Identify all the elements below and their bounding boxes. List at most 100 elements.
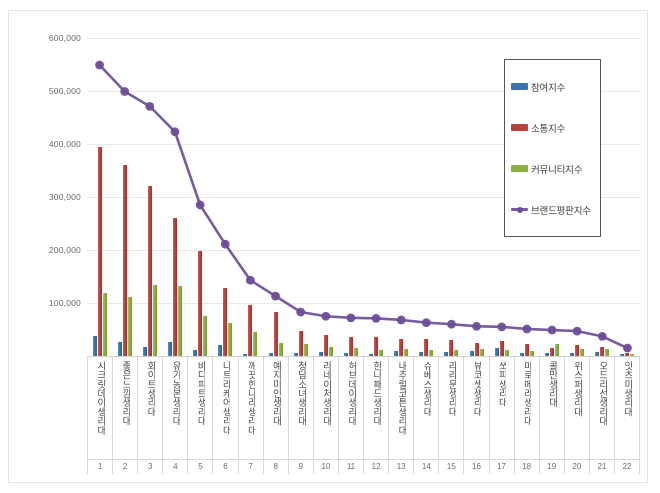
bar-group	[439, 38, 464, 356]
legend-item[interactable]: 커뮤니티지수	[511, 160, 600, 178]
x-axis-category: 슈베스생리대 14	[414, 357, 440, 474]
x-axis-category: 깨끗한나라생리대 7	[238, 357, 264, 474]
bar-group	[263, 38, 288, 356]
x-axis-label: 나트라케어생리대	[220, 361, 231, 435]
y-axis-tick-label: 100,000	[48, 298, 81, 308]
x-axis-category: 예지미인생리대 8	[263, 357, 289, 474]
bar-communication	[625, 352, 630, 356]
bar-group	[162, 38, 187, 356]
x-axis-rank-number: 3	[138, 459, 163, 474]
x-axis-category: 위스퍼생리대 20	[564, 357, 590, 474]
bar-community	[203, 315, 208, 356]
bar-community	[152, 284, 157, 356]
x-axis-label: 마로메라생리대	[521, 361, 532, 426]
x-axis-category: 시크릿데이생리대 1	[87, 357, 114, 474]
bar-communication	[348, 336, 353, 356]
x-axis-category: 좋은느낌생리대 2	[113, 357, 139, 474]
x-axis-category: 콜만생리대 19	[539, 357, 565, 474]
x-axis-rank-number: 19	[539, 459, 564, 474]
bar-community	[479, 348, 484, 356]
x-axis-rank-number: 22	[614, 459, 640, 474]
x-axis-label: 쏘피생리대	[496, 361, 507, 408]
bar-community	[102, 293, 107, 356]
bar-community	[529, 350, 534, 356]
bar-participation	[218, 345, 223, 356]
bar-community	[555, 344, 560, 356]
x-axis-label: 내추럴코튼생리대	[396, 361, 407, 435]
x-axis-label: 라네이처생리대	[321, 361, 331, 426]
bar-group	[364, 38, 389, 356]
x-axis-label: 시크릿데이생리대	[95, 361, 105, 435]
bar-group	[514, 38, 539, 356]
x-axis-rank-number: 12	[364, 459, 389, 474]
x-axis-category: 뷰코셋생리대 16	[464, 357, 490, 474]
legend-label: 소통지수	[531, 123, 566, 135]
bar-community	[404, 349, 409, 356]
legend-item[interactable]: 소통지수	[511, 119, 600, 137]
x-axis-label: 깨끗한나라생리대	[245, 361, 256, 435]
bar-group	[112, 38, 137, 356]
legend-swatch-icon	[511, 83, 528, 90]
bar-communication	[399, 338, 404, 356]
bar-participation	[268, 352, 273, 356]
x-axis-label: 청담소녀생리대	[295, 361, 306, 426]
x-axis-rank-number: 13	[389, 459, 414, 474]
x-axis-label: 오드리선생리대	[597, 361, 607, 426]
bar-communication	[499, 340, 504, 356]
bar-participation	[318, 352, 323, 356]
bar-participation	[369, 353, 374, 356]
x-axis-label: 예지미인생리대	[270, 361, 281, 426]
bar-community	[303, 344, 308, 356]
x-axis-rank-number: 7	[238, 459, 263, 474]
bar-communication	[323, 334, 328, 356]
bar-community	[353, 348, 358, 356]
bar-community	[580, 349, 585, 356]
bar-communication	[424, 339, 429, 356]
bar-communication	[97, 146, 102, 356]
bar-group	[87, 38, 112, 356]
x-axis-rank-number: 14	[414, 459, 439, 474]
x-axis-rank-number: 1	[88, 459, 113, 474]
x-axis-rank-number: 9	[288, 459, 313, 474]
bar-communication	[449, 339, 454, 356]
bar-communication	[474, 343, 479, 356]
bar-participation	[444, 351, 449, 356]
bar-group	[238, 38, 263, 356]
bar-group	[313, 38, 338, 356]
bar-participation	[570, 352, 575, 356]
chart-container: 600,000 500,000 400,000 300,000 200,000 100,0…	[8, 10, 648, 483]
bar-group	[213, 38, 238, 356]
bar-group	[288, 38, 313, 356]
bar-group	[464, 38, 489, 356]
bar-group	[137, 38, 162, 356]
y-axis-tick-label: 500,000	[48, 86, 81, 96]
y-axis-tick-label: 400,000	[48, 139, 81, 149]
x-axis-label: 슈베스생리대	[421, 361, 432, 417]
bar-participation	[620, 353, 625, 356]
bar-participation	[419, 351, 424, 356]
bar-community	[630, 353, 635, 356]
legend-item[interactable]: 브랜드평판지수	[511, 201, 600, 219]
bar-communication	[273, 312, 278, 356]
bar-participation	[243, 353, 248, 356]
x-axis-label: 뷰코셋생리대	[471, 361, 482, 417]
x-axis-label: 한나패드생리대	[371, 361, 381, 426]
x-axis: 시크릿데이생리대 1 좋은느낌생리대 2 화이트생리대 3 유기농본생리대 4 바디피트생리대 5…	[87, 356, 641, 474]
bar-community	[379, 349, 384, 356]
legend-item[interactable]: 참여지수	[511, 78, 600, 96]
bar-participation	[193, 350, 198, 356]
x-axis-category: 유기농본생리대 4	[163, 357, 189, 474]
x-axis-category: 화이트생리대 3	[138, 357, 164, 474]
x-axis-rank-number: 21	[589, 459, 614, 474]
legend-swatch-icon	[511, 165, 528, 172]
x-axis-rank-number: 11	[338, 459, 364, 474]
x-axis-rank-number: 8	[263, 459, 288, 474]
x-axis-label: 콜만생리대	[546, 361, 557, 408]
x-axis-category: 마로메라생리대 18	[514, 357, 540, 474]
bar-community	[278, 343, 283, 356]
x-axis-category: 라라문생리대 15	[439, 357, 465, 474]
legend-label: 참여지수	[531, 82, 566, 94]
bar-community	[328, 347, 333, 356]
bar-group	[389, 38, 414, 356]
x-axis-rank-number: 15	[439, 459, 464, 474]
